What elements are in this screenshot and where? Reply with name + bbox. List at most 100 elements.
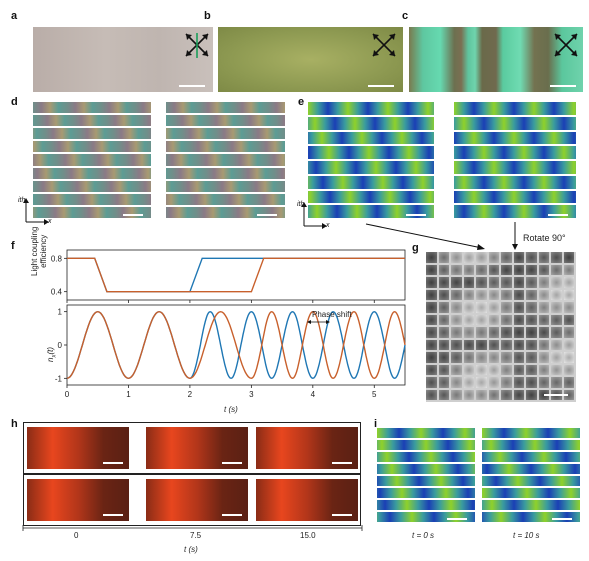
grid-cell bbox=[513, 264, 524, 275]
grid-cell bbox=[426, 277, 437, 288]
grid-cell bbox=[476, 277, 487, 288]
grid-cell bbox=[551, 252, 562, 263]
x-tick-label: 3 bbox=[249, 390, 254, 399]
plot-f-top-ylabel: Light coupling efficiency bbox=[30, 226, 48, 276]
grid-cell bbox=[438, 277, 449, 288]
stripe-row bbox=[377, 500, 475, 510]
grid-cell bbox=[426, 339, 437, 350]
plot-h-xlabel: t (s) bbox=[184, 545, 198, 554]
grid-cell bbox=[463, 289, 474, 300]
stripe-row bbox=[166, 154, 285, 166]
grid-cell bbox=[563, 277, 574, 288]
grid-cell bbox=[538, 264, 549, 275]
grid-cell bbox=[438, 302, 449, 313]
stripe-row bbox=[166, 102, 285, 114]
polarizer-cross-icon bbox=[185, 33, 209, 58]
grid-cell bbox=[438, 377, 449, 388]
grid-cell bbox=[438, 252, 449, 263]
scale-bar bbox=[103, 514, 123, 516]
grid-cell bbox=[513, 327, 524, 338]
grid-cell bbox=[538, 389, 549, 400]
grid-cell bbox=[488, 377, 499, 388]
grid-cell bbox=[501, 302, 512, 313]
grid-cell bbox=[513, 389, 524, 400]
grid-cell bbox=[551, 364, 562, 375]
grid-cell bbox=[501, 327, 512, 338]
grid-cell bbox=[501, 389, 512, 400]
stripe-row bbox=[482, 452, 580, 462]
grid-cell bbox=[463, 364, 474, 375]
grid-cell bbox=[451, 289, 462, 300]
grid-cell bbox=[513, 289, 524, 300]
series-line-orange bbox=[66, 310, 406, 380]
grid-cell bbox=[526, 339, 537, 350]
y-tick-label: 0.4 bbox=[51, 288, 63, 297]
scale-bar bbox=[447, 518, 467, 520]
stripe-row bbox=[308, 146, 434, 159]
grid-cell bbox=[551, 327, 562, 338]
stripe-stack-i-left bbox=[377, 428, 475, 524]
plot-h-axis bbox=[22, 525, 363, 531]
plot-h-tick-2: 15.0 bbox=[300, 531, 316, 540]
grid-cell bbox=[426, 389, 437, 400]
plot-h-tick-1: 7.5 bbox=[190, 531, 202, 540]
series-line-orange bbox=[67, 257, 405, 293]
stripe-row bbox=[454, 161, 576, 174]
grid-cell bbox=[451, 264, 462, 275]
stripe-row bbox=[166, 180, 285, 192]
polarizer-cross-icon bbox=[372, 33, 396, 57]
scale-bar bbox=[552, 518, 572, 520]
stripe-row bbox=[482, 512, 580, 522]
stripe-row bbox=[454, 102, 576, 115]
stripe-row bbox=[454, 116, 576, 130]
grid-cell bbox=[563, 264, 574, 275]
scale-bar bbox=[550, 85, 576, 87]
grid-cell bbox=[563, 389, 574, 400]
grid-cell bbox=[501, 314, 512, 325]
grid-cell bbox=[551, 352, 562, 363]
y-tick-label: 1 bbox=[58, 308, 63, 317]
grid-cell bbox=[501, 377, 512, 388]
grid-cell bbox=[513, 377, 524, 388]
grid-cell bbox=[513, 352, 524, 363]
axis-label-ith: ith bbox=[297, 201, 305, 208]
stripe-row bbox=[377, 440, 475, 450]
stripe-row bbox=[308, 102, 434, 115]
stripe-row bbox=[166, 206, 285, 218]
stripe-row bbox=[482, 488, 580, 498]
grid-cell bbox=[463, 302, 474, 313]
plot-f-top-frame bbox=[66, 249, 406, 301]
grid-cell bbox=[451, 352, 462, 363]
grid-cell bbox=[426, 327, 437, 338]
phase-shift-label: Phase shift bbox=[312, 310, 352, 319]
grid-cell bbox=[488, 252, 499, 263]
grid-cell bbox=[476, 314, 487, 325]
scale-bar bbox=[222, 514, 242, 516]
stripe-row bbox=[33, 180, 151, 192]
grid-cell bbox=[451, 327, 462, 338]
grid-cell bbox=[438, 264, 449, 275]
stripe-stack-d-left bbox=[33, 102, 151, 220]
grid-cell bbox=[451, 364, 462, 375]
scale-bar bbox=[103, 462, 123, 464]
axis-indicator-d bbox=[23, 198, 49, 225]
stripe-row bbox=[33, 154, 151, 166]
grayscale-grid-g bbox=[426, 252, 576, 402]
grid-cell bbox=[488, 389, 499, 400]
stripe-row bbox=[166, 193, 285, 205]
scale-bar bbox=[368, 85, 394, 87]
scale-bar bbox=[332, 462, 352, 464]
plot-f-xlabel: t (s) bbox=[224, 405, 238, 414]
grid-cell bbox=[451, 277, 462, 288]
rotate-annotation: Rotate 90° bbox=[523, 233, 566, 243]
stripe-stack-e-left bbox=[308, 102, 434, 220]
grid-cell bbox=[476, 352, 487, 363]
grid-cell bbox=[538, 327, 549, 338]
grid-cell bbox=[501, 252, 512, 263]
grid-cell bbox=[526, 352, 537, 363]
panel-label-e: e bbox=[298, 96, 305, 108]
polarizer-cross-icon bbox=[554, 33, 578, 57]
grid-cell bbox=[463, 377, 474, 388]
grid-cell bbox=[526, 252, 537, 263]
grid-cell bbox=[563, 339, 574, 350]
